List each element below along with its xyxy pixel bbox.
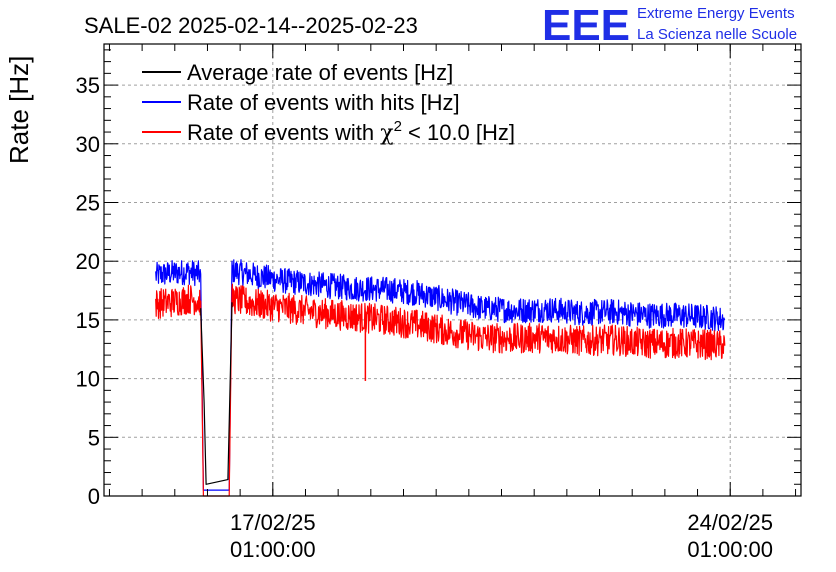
- plot-series: [155, 259, 726, 497]
- x-tick-time: 01:00:00: [230, 537, 316, 562]
- series-line-2: [200, 302, 233, 485]
- legend-chi-symbol: χ: [380, 121, 393, 146]
- x-tick-date: 24/02/25: [687, 510, 773, 535]
- y-tick-label: 30: [76, 132, 100, 157]
- series-line-1: [155, 283, 726, 497]
- y-tick-label: 10: [76, 367, 100, 392]
- chart-title: SALE-02 2025-02-14--2025-02-23: [84, 13, 418, 38]
- y-tick-label: 5: [88, 425, 100, 450]
- y-tick-label: 0: [88, 484, 100, 509]
- legend-text-part: Rate of events with hits [Hz]: [187, 90, 460, 115]
- x-tick-time: 01:00:00: [687, 537, 773, 562]
- y-tick-label: 25: [76, 190, 100, 215]
- logo-mark: EEE: [542, 1, 630, 50]
- axes: 0510152025303517/02/2501:00:0024/02/2501…: [76, 44, 801, 562]
- x-tick-date: 17/02/25: [230, 510, 316, 535]
- y-tick-label: 15: [76, 308, 100, 333]
- legend: Average rate of events [Hz] Rate of event…: [142, 60, 515, 146]
- legend-label-average: Average rate of events [Hz]: [187, 60, 453, 85]
- plot-frame: [103, 43, 802, 497]
- grid: [104, 44, 801, 496]
- logo-line-2: La Scienza nelle Scuole: [637, 26, 797, 43]
- logo-line-1: Extreme Energy Events: [637, 5, 795, 22]
- y-axis-title: Rate [Hz]: [4, 56, 34, 164]
- series-line-0: [155, 259, 726, 491]
- y-tick-label: 35: [76, 73, 100, 98]
- legend-label-chi2: Rate of events with χ2 < 10.0 [Hz]: [187, 118, 515, 146]
- legend-label-hits: Rate of events with hits [Hz]: [187, 90, 460, 115]
- legend-text-part: < 10.0 [Hz]: [402, 120, 515, 145]
- legend-superscript: 2: [394, 118, 402, 135]
- eee-logo: EEE Extreme Energy Events La Scienza nel…: [542, 1, 797, 50]
- y-tick-label: 20: [76, 249, 100, 274]
- legend-text-part: Average rate of events [Hz]: [187, 60, 453, 85]
- legend-text-part: Rate of events with: [187, 120, 380, 145]
